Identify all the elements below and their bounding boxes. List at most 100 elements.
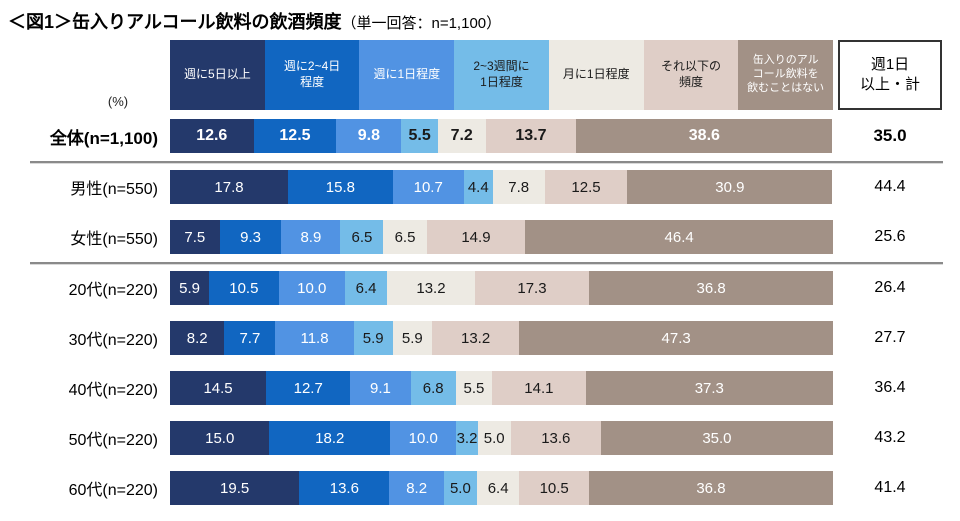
bar-segment-value: 17.8: [214, 178, 244, 196]
bar-segment: 12.5: [544, 170, 628, 204]
bar-segment: 14.5: [170, 371, 267, 405]
bar-segment: 5.0: [477, 421, 511, 455]
bar-segment: 9.3: [219, 220, 282, 254]
bar-segment: 13.2: [431, 321, 520, 355]
stacked-bar: 17.8 15.8 10.7 4.4 7.8 12.5 30.9: [170, 170, 833, 204]
bar-segment-value: 12.5: [279, 127, 311, 144]
bar-segment-value: 13.7: [515, 127, 547, 144]
stacked-bar: 12.6 12.5 9.8 5.5 7.2 13.7 38.6: [170, 119, 833, 153]
bar-segment-value: 9.1: [370, 379, 391, 397]
legend-item-2: 週に1日程度: [359, 40, 455, 110]
row-label: 男性(n=550): [70, 181, 158, 198]
bar-segment-value: 17.3: [517, 279, 547, 297]
total-value: 27.7: [874, 329, 906, 346]
bar-segment-value: 5.9: [362, 329, 384, 347]
bar-segment-value: 13.6: [541, 429, 571, 447]
bar-segment-value: 14.9: [461, 228, 491, 246]
bar-segment: 5.5: [455, 371, 493, 405]
bar-segment-value: 36.8: [696, 279, 726, 297]
row-label: 全体(n=1,100): [49, 128, 158, 148]
bar-segment-value: 3.2: [456, 429, 478, 447]
bar-segment-value: 10.5: [539, 479, 569, 497]
bar-segment: 8.2: [389, 471, 444, 505]
bar-segment: 17.3: [474, 271, 590, 305]
bar-segment-value: 12.7: [293, 379, 323, 397]
bar-segment-value: 19.5: [220, 479, 250, 497]
bar-segment-value: 13.2: [461, 329, 491, 347]
bar-segment: 7.2: [437, 119, 486, 153]
bar-segment: 15.8: [288, 170, 393, 204]
bar-segment-value: 5.5: [463, 379, 485, 397]
total-column-header: 週1日 以上・計: [838, 40, 942, 110]
bar-segment: 4.4: [463, 170, 493, 204]
row-label: 30代(n=220): [68, 332, 158, 349]
bar-segment: 47.3: [519, 321, 833, 355]
bar-segment-value: 8.2: [406, 479, 428, 497]
bar-segment: 5.9: [392, 321, 432, 355]
bar-segment-value: 10.7: [413, 178, 443, 196]
legend-item-1: 週に2~4日 程度: [264, 40, 360, 110]
bar-segment: 10.5: [209, 271, 279, 305]
legend-header-row: 週に5日以上 週に2~4日 程度 週に1日程度 2~3週間に 1日程度 月に1日程度 それ…: [170, 40, 834, 110]
bar-segment: 38.6: [576, 119, 833, 153]
bar-segment: 15.0: [170, 421, 270, 455]
bar-segment: 12.5: [253, 119, 337, 153]
bar-segment: 6.5: [340, 220, 384, 254]
stacked-bar: 8.2 7.7 11.8 5.9 5.9 13.2 47.3: [170, 321, 833, 355]
bar-segment: 10.0: [390, 421, 457, 455]
legend-item-6: 缶入りのアル コール飲料を 飲むことはない: [738, 40, 834, 110]
bar-segment: 35.0: [600, 421, 833, 455]
bar-segment: 8.9: [281, 220, 341, 254]
bar-segment: 9.8: [336, 119, 402, 153]
legend-item-5: それ以下の 頻度: [643, 40, 739, 110]
bar-segment: 10.0: [278, 271, 345, 305]
bar-segment: 19.5: [170, 471, 300, 505]
bar-segment: 8.2: [170, 321, 225, 355]
bar-segment: 14.1: [492, 371, 586, 405]
bar-segment-value: 38.6: [688, 127, 720, 144]
bar-segment-value: 5.9: [179, 279, 200, 297]
bar-segment-value: 6.5: [394, 228, 416, 246]
bar-segment-value: 15.8: [325, 178, 355, 196]
bar-segment-value: 9.3: [240, 228, 261, 246]
stacked-bar: 19.5 13.6 8.2 5.0 6.4 10.5 36.8: [170, 471, 833, 505]
bar-segment: 13.7: [485, 119, 577, 153]
bar-segment-value: 35.0: [702, 429, 732, 447]
stacked-bar: 15.0 18.2 10.0 3.2 5.0 13.6 35.0: [170, 421, 833, 455]
chart-title-note: （単一回答：n=1,100）: [341, 15, 502, 32]
bar-segment: 46.4: [525, 220, 833, 254]
bar-segment-value: 5.0: [483, 429, 505, 447]
group-separator-line: [30, 262, 943, 265]
row-label: 女性(n=550): [70, 231, 158, 248]
bar-segment: 13.6: [510, 421, 601, 455]
legend-item-4: 月に1日程度: [548, 40, 644, 110]
bar-segment-value: 6.5: [351, 228, 373, 246]
bar-segment: 6.4: [476, 471, 520, 505]
bar-segment-value: 14.5: [203, 379, 233, 397]
bar-segment-value: 9.8: [357, 127, 381, 144]
bar-segment-value: 11.8: [300, 329, 329, 347]
total-value: 41.4: [874, 479, 906, 496]
bar-segment-value: 15.0: [205, 429, 235, 447]
group-separator-line: [30, 161, 943, 164]
bar-segment: 17.8: [170, 170, 288, 204]
stacked-bar: 14.5 12.7 9.1 6.8 5.5 14.1 37.3: [170, 371, 833, 405]
bar-segment: 6.8: [410, 371, 456, 405]
bar-segment: 5.0: [443, 471, 477, 505]
bar-segment-value: 5.5: [408, 127, 431, 144]
bar-segment-value: 12.6: [196, 127, 228, 144]
total-value: 43.2: [874, 429, 906, 446]
bar-segment: 14.9: [426, 220, 526, 254]
bar-segment-value: 13.2: [416, 279, 446, 297]
bar-segment-value: 47.3: [661, 329, 691, 347]
bar-segment: 30.9: [627, 170, 833, 204]
bar-segment-value: 7.2: [450, 127, 473, 144]
bar-segment: 13.6: [299, 471, 390, 505]
bar-segment: 3.2: [456, 421, 478, 455]
row-label: 50代(n=220): [68, 432, 158, 449]
bar-segment-value: 5.9: [401, 329, 423, 347]
total-value: 44.4: [874, 178, 906, 195]
bar-segment: 7.7: [224, 321, 276, 355]
bar-segment-value: 6.4: [487, 479, 509, 497]
